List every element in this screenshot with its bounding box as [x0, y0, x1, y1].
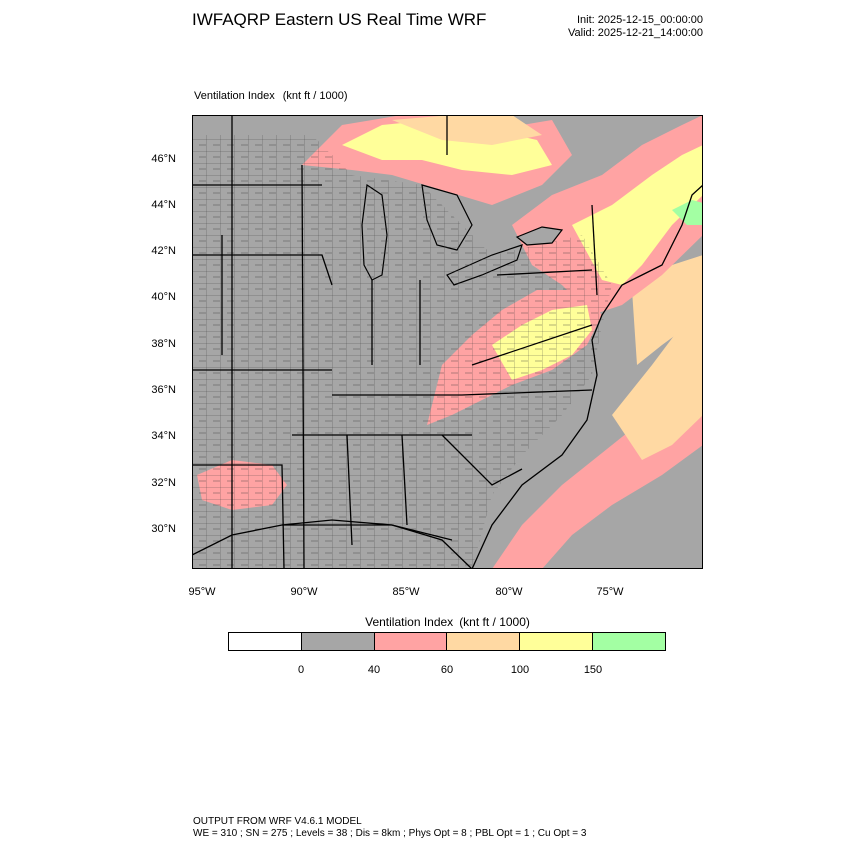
lon-label-75w: 75°W: [596, 586, 624, 598]
county-lines: [192, 135, 612, 569]
colorbar: [228, 632, 666, 651]
init-time: Init: 2025-12-15_00:00:00: [577, 14, 703, 26]
colorbar-segment-40-60: [374, 633, 448, 650]
ventilation-index-map: [192, 115, 703, 569]
map-title: IWFAQRP Eastern US Real Time WRF: [192, 10, 487, 29]
colorbar-tick-100: 100: [510, 664, 530, 676]
lat-label-36n: 36°N: [151, 384, 176, 396]
lat-label-30n: 30°N: [151, 523, 176, 535]
colorbar-title: Ventilation Index (knt ft / 1000): [230, 615, 665, 629]
colorbar-segment-100-150: [520, 633, 594, 650]
ocean-tan-band: [612, 305, 703, 460]
colorbar-variable-name: Ventilation Index: [365, 615, 454, 629]
lon-label-90w: 90°W: [290, 586, 318, 598]
plot-variable-label: Ventilation Index (knt ft / 1000): [194, 90, 348, 102]
lon-label-80w: 80°W: [495, 586, 523, 598]
model-output-line: OUTPUT FROM WRF V4.6.1 MODEL: [193, 816, 362, 827]
colorbar-tick-0: 0: [297, 664, 305, 676]
lat-label-34n: 34°N: [151, 430, 176, 442]
lon-label-85w: 85°W: [392, 586, 420, 598]
lat-label-40n: 40°N: [151, 291, 176, 303]
atlantic-coastline: [471, 184, 703, 569]
valid-time: Valid: 2025-12-21_14:00:00: [568, 27, 703, 39]
northeast-green-region: [672, 200, 703, 225]
model-config-line: WE = 310 ; SN = 275 ; Levels = 38 ; Dis …: [193, 828, 587, 839]
colorbar-tick-60: 60: [440, 664, 454, 676]
colorbar-tick-40: 40: [367, 664, 381, 676]
map-frame: [192, 115, 703, 569]
lat-label-46n: 46°N: [151, 153, 176, 165]
colorbar-units: (knt ft / 1000): [459, 615, 530, 629]
colorbar-segment-below-0: [229, 633, 302, 650]
lat-label-38n: 38°N: [151, 338, 176, 350]
plot-variable-name: Ventilation Index: [194, 90, 275, 102]
northeast-yellow-region: [572, 145, 703, 285]
north-tan-region: [392, 115, 542, 145]
colorbar-segment-60-100: [447, 633, 521, 650]
lake-ontario: [515, 226, 564, 246]
lat-label-44n: 44°N: [151, 199, 176, 211]
colorbar-segment-above-150: [593, 633, 665, 650]
lat-label-42n: 42°N: [151, 245, 176, 257]
colorbar-segment-0-40: [301, 633, 375, 650]
state-boundaries: [192, 115, 598, 569]
lat-label-32n: 32°N: [151, 477, 176, 489]
lon-label-95w: 95°W: [188, 586, 216, 598]
colorbar-tick-150: 150: [583, 664, 603, 676]
gulf-coastline: [192, 519, 473, 569]
plot-variable-units: (knt ft / 1000): [282, 90, 348, 102]
